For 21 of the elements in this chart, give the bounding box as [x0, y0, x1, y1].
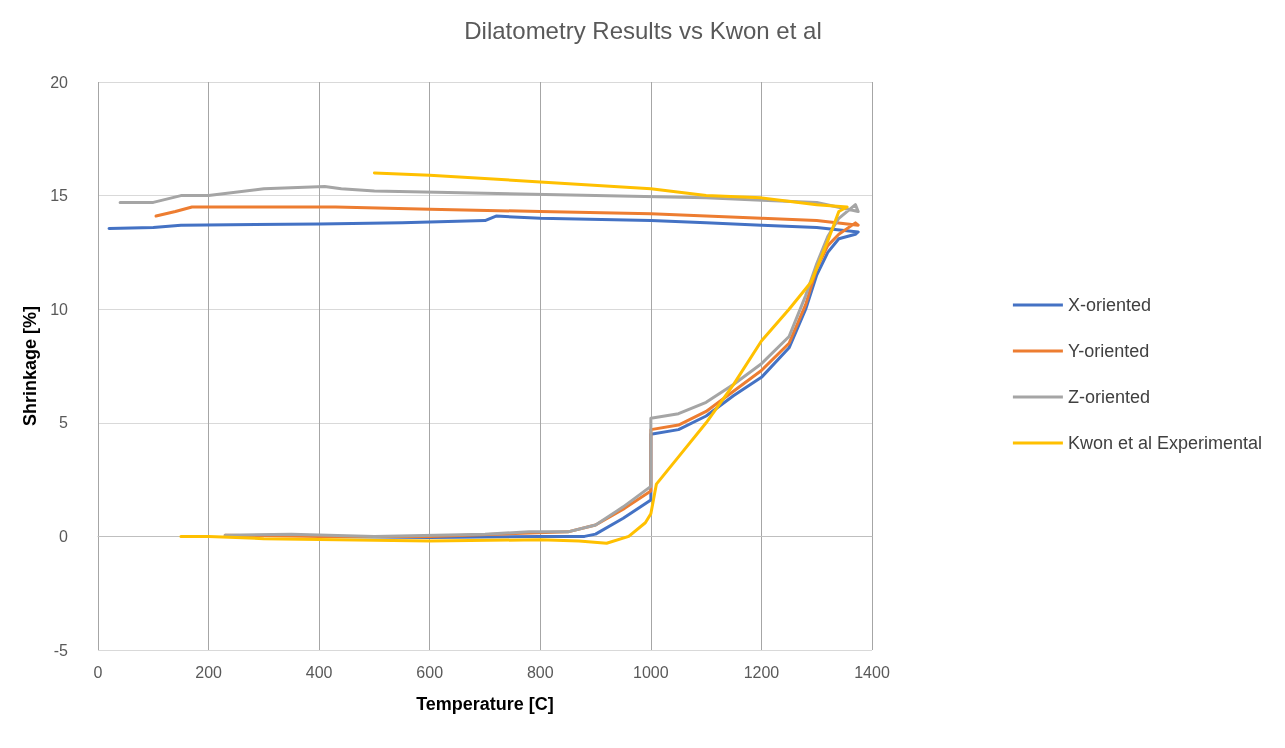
y-tick-label: 15 [50, 187, 69, 205]
y-tick-label: 10 [50, 300, 69, 318]
y-axis-title: Shrinkage [%] [20, 305, 41, 427]
x-tick-label: 1200 [743, 663, 780, 681]
legend-label: X-oriented [1067, 295, 1151, 315]
chart-title: Dilatometry Results vs Kwon et al [464, 16, 822, 44]
x-tick-label: 600 [416, 663, 444, 681]
legend-label: Y-oriented [1067, 341, 1150, 361]
legend-label: Kwon et al Experimental [1067, 433, 1263, 453]
y-tick-label: -5 [53, 641, 69, 659]
x-axis-title: Temperature [C] [416, 694, 554, 714]
y-tick-label: 0 [59, 527, 69, 545]
x-tick-label: 0 [93, 663, 103, 681]
x-tick-label: 1000 [633, 663, 669, 681]
y-tick-label: 20 [50, 73, 69, 91]
legend-label: Z-oriented [1067, 387, 1150, 407]
x-tick-label: 400 [305, 663, 333, 681]
x-tick-label: 200 [195, 663, 223, 681]
y-tick-label: 5 [59, 414, 69, 432]
x-tick-label: 1400 [854, 663, 890, 681]
x-tick-label: 800 [526, 663, 554, 681]
